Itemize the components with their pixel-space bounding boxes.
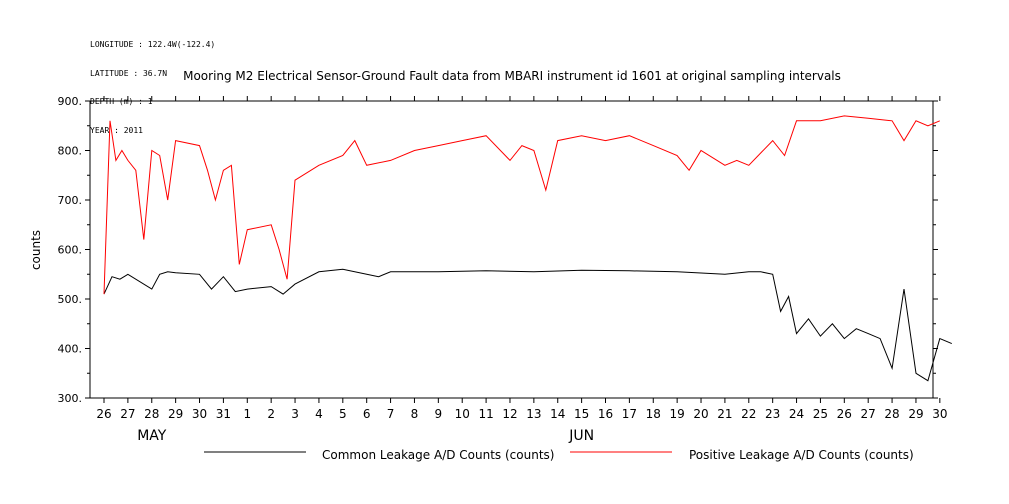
x-tick-label: 31 (216, 407, 231, 421)
x-tick-label: 10 (455, 407, 470, 421)
x-tick-label: 15 (574, 407, 589, 421)
x-tick-label: 9 (435, 407, 443, 421)
x-tick-label: 29 (908, 407, 923, 421)
x-tick-label: 20 (693, 407, 708, 421)
x-tick-label: 12 (502, 407, 517, 421)
x-tick-label: 7 (387, 407, 395, 421)
x-tick-label: 23 (765, 407, 780, 421)
x-tick-label: 3 (291, 407, 299, 421)
month-label: JUN (568, 428, 594, 444)
y-tick-label: 700. (58, 194, 83, 207)
x-tick-label: 26 (96, 407, 111, 421)
x-tick-label: 19 (670, 407, 685, 421)
x-tick-label: 11 (478, 407, 493, 421)
x-tick-label: 21 (717, 407, 732, 421)
x-tick-label: 30 (932, 407, 947, 421)
x-tick-label: 5 (339, 407, 347, 421)
y-tick-label: 500. (58, 293, 83, 306)
x-tick-label: 17 (622, 407, 637, 421)
chart-title: Mooring M2 Electrical Sensor-Ground Faul… (183, 69, 841, 83)
x-tick-label: 1 (243, 407, 251, 421)
y-tick-label: 600. (58, 244, 83, 257)
legend-label-positive: Positive Leakage A/D Counts (counts) (689, 448, 914, 462)
x-tick-label: 6 (363, 407, 371, 421)
x-tick-label: 4 (315, 407, 323, 421)
y-tick-label: 300. (58, 392, 83, 405)
x-tick-label: 8 (411, 407, 419, 421)
x-tick-label: 30 (192, 407, 207, 421)
series-line-positive (103, 115, 940, 295)
y-tick-label: 800. (58, 145, 83, 158)
plot-frame (89, 100, 934, 399)
series-group (103, 115, 952, 382)
metadata-year: YEAR : 2011 (90, 125, 143, 135)
metadata-longitude: LONGITUDE : 122.4W(-122.4) (90, 40, 216, 49)
legend-label-common: Common Leakage A/D Counts (counts) (322, 448, 554, 462)
x-tick-label: 26 (837, 407, 852, 421)
y-tick-label: 400. (58, 343, 83, 356)
x-tick-label: 14 (550, 407, 565, 421)
x-tick-label: 27 (120, 407, 135, 421)
x-tick-label: 16 (598, 407, 613, 421)
x-tick-label: 29 (168, 407, 183, 421)
x-tick-label: 25 (813, 407, 828, 421)
x-axis: 26 27 28 29 30 31 1 2 3 4 5 6 7 8 9 10 11 12 13 14 15 16 17 18 1… (96, 96, 947, 444)
x-tick-label: 18 (646, 407, 661, 421)
x-tick-label: 24 (789, 407, 804, 421)
month-label: MAY (137, 428, 167, 444)
metadata-latitude: LATITUDE : 36.7N (90, 68, 168, 78)
legend: Common Leakage A/D Counts (counts) Posit… (204, 448, 914, 462)
x-tick-label: 22 (741, 407, 756, 421)
x-tick-label: 28 (144, 407, 159, 421)
y-axis: 300. 400. 500. 600. 700. 800. 900. (58, 95, 938, 405)
x-tick-label: 2 (267, 407, 275, 421)
y-tick-label: 900. (58, 95, 83, 108)
y-axis-label: counts (29, 230, 43, 270)
x-tick-label: 13 (526, 407, 541, 421)
x-tick-label: 27 (861, 407, 876, 421)
series-line-common (103, 268, 952, 382)
x-tick-label: 28 (884, 407, 899, 421)
